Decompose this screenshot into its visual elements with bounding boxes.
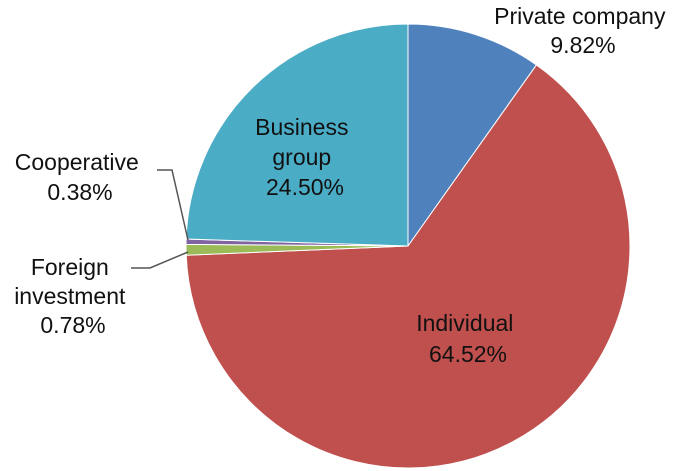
slice-label-cooperative: Cooperative 0.38% [15,149,145,205]
pie-slice-business [185,23,409,247]
pie-slices [185,23,631,469]
leader-lines [131,169,189,269]
pie-slice-individual [185,64,631,469]
slice-label-private: Private company 9.82% [494,3,672,58]
leader-line-foreign [131,251,189,269]
slice-label-foreign: Foreign investment 0.78% [14,254,132,338]
leader-line-cooperative [157,169,189,241]
slice-label-business: Business group 24.50% [255,114,355,200]
pie-slice-private [407,23,538,248]
slice-label-individual: Individual 64.52% [416,310,520,367]
